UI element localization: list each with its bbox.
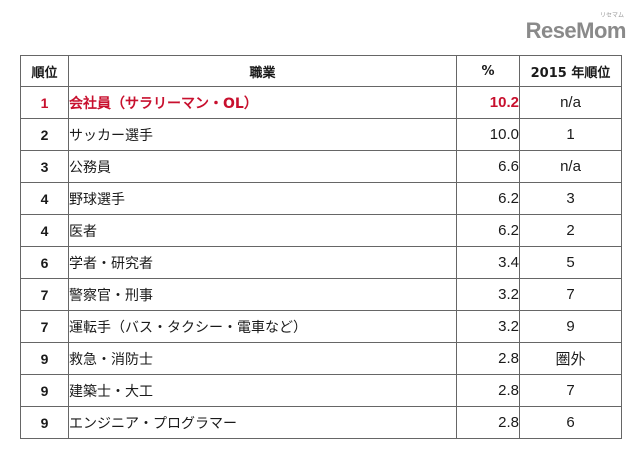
- row-percent: 6.2: [456, 214, 520, 247]
- row-percent: 6.2: [456, 182, 520, 215]
- row-2015-rank: 6: [519, 406, 622, 439]
- row-2015-rank: 7: [519, 278, 622, 311]
- row-rank: 3: [20, 150, 69, 183]
- row-rank: 1: [20, 86, 69, 119]
- row-2015-rank: 9: [519, 310, 622, 343]
- row-percent: 3.2: [456, 310, 520, 343]
- row-job: 学者・研究者: [68, 246, 457, 279]
- logo-kana: リセマム: [599, 12, 624, 19]
- row-2015-rank: 5: [519, 246, 622, 279]
- row-percent: 2.8: [456, 406, 520, 439]
- resemom-logo: リセマム ReseMom: [508, 10, 627, 44]
- table-header-row: 順位 職業 % 2015 年順位: [20, 55, 622, 87]
- table-row: 1 会社員（サラリーマン・OL） 10.2 n/a: [20, 86, 622, 119]
- row-rank: 9: [20, 342, 69, 375]
- table-row: 4 野球選手 6.2 3: [20, 182, 622, 215]
- row-percent: 6.6: [456, 150, 520, 183]
- row-percent: 3.4: [456, 246, 520, 279]
- header-2015-rank: 2015 年順位: [519, 55, 622, 87]
- row-job: サッカー選手: [68, 118, 457, 151]
- row-job: 運転手（バス・タクシー・電車など）: [68, 310, 457, 343]
- row-rank: 4: [20, 182, 69, 215]
- row-job: 公務員: [68, 150, 457, 183]
- row-rank: 4: [20, 214, 69, 247]
- row-rank: 7: [20, 278, 69, 311]
- row-percent: 2.8: [456, 374, 520, 407]
- row-percent: 3.2: [456, 278, 520, 311]
- row-job: 野球選手: [68, 182, 457, 215]
- row-2015-rank: 2: [519, 214, 622, 247]
- table-row: 7 警察官・刑事 3.2 7: [20, 278, 622, 311]
- row-2015-rank: 1: [519, 118, 622, 151]
- table-row: 3 公務員 6.6 n/a: [20, 150, 622, 183]
- table-row: 9 救急・消防士 2.8 圏外: [20, 342, 622, 375]
- row-2015-rank: n/a: [519, 150, 622, 183]
- row-rank: 6: [20, 246, 69, 279]
- header-rank: 順位: [20, 55, 69, 87]
- table-row: 9 エンジニア・プログラマー 2.8 6: [20, 406, 622, 439]
- row-rank: 9: [20, 406, 69, 439]
- row-2015-rank: 7: [519, 374, 622, 407]
- table-row: 4 医者 6.2 2: [20, 214, 622, 247]
- logo-text: ReseMom: [525, 18, 627, 43]
- table-row: 7 運転手（バス・タクシー・電車など） 3.2 9: [20, 310, 622, 343]
- table-row: 6 学者・研究者 3.4 5: [20, 246, 622, 279]
- table-row: 2 サッカー選手 10.0 1: [20, 118, 622, 151]
- row-rank: 2: [20, 118, 69, 151]
- row-2015-rank: n/a: [519, 86, 622, 119]
- row-job: 警察官・刑事: [68, 278, 457, 311]
- row-job: 医者: [68, 214, 457, 247]
- row-job: 建築士・大工: [68, 374, 457, 407]
- table-row: 9 建築士・大工 2.8 7: [20, 374, 622, 407]
- row-2015-rank: 圏外: [519, 342, 622, 375]
- row-job: エンジニア・プログラマー: [68, 406, 457, 439]
- row-rank: 9: [20, 374, 69, 407]
- row-percent: 2.8: [456, 342, 520, 375]
- row-rank: 7: [20, 310, 69, 343]
- row-percent: 10.0: [456, 118, 520, 151]
- header-job: 職業: [68, 55, 457, 87]
- row-percent: 10.2: [456, 86, 520, 119]
- row-2015-rank: 3: [519, 182, 622, 215]
- ranking-table: 順位 職業 % 2015 年順位 1 会社員（サラリーマン・OL） 10.2 n…: [20, 55, 622, 439]
- row-job: 救急・消防士: [68, 342, 457, 375]
- row-job: 会社員（サラリーマン・OL）: [68, 86, 457, 119]
- header-percent: %: [456, 55, 520, 87]
